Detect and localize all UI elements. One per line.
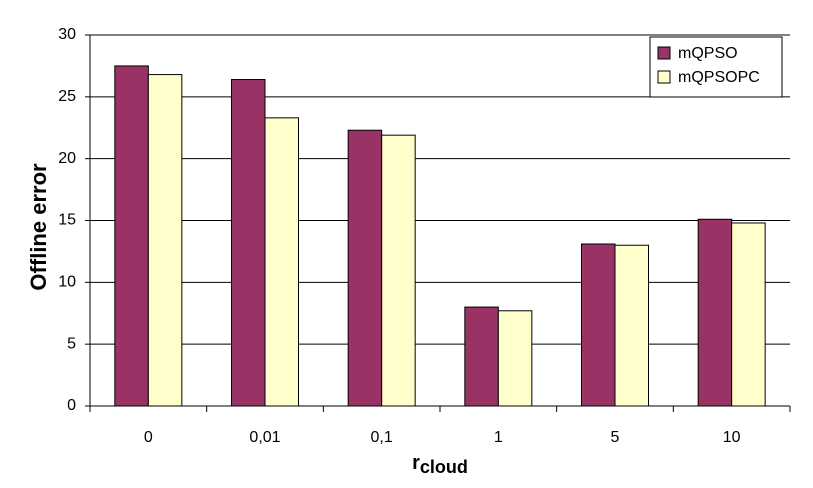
bar	[231, 79, 266, 407]
legend-box	[649, 36, 783, 98]
bar	[464, 306, 499, 407]
bar	[114, 65, 149, 407]
legend-swatch	[657, 70, 671, 84]
y-axis-label: Offline error	[26, 163, 51, 291]
x-tick-label: 5	[611, 429, 620, 446]
bar	[347, 129, 383, 407]
bar	[497, 310, 533, 407]
bar	[264, 117, 299, 407]
x-tick-label: 0,1	[371, 429, 393, 446]
x-tick-label: 1	[494, 429, 503, 446]
bar	[147, 74, 183, 407]
y-tick-label: 0	[67, 397, 76, 414]
x-tick-label: 0	[144, 429, 153, 446]
legend-label: mQPSO	[678, 45, 738, 62]
y-tick-label: 15	[58, 212, 76, 229]
x-tick-label: 0,01	[249, 429, 280, 446]
bar	[697, 218, 733, 407]
x-axis-label: rcloud	[412, 452, 468, 476]
y-tick-label: 30	[58, 26, 76, 43]
x-axis-label-sub: cloud	[420, 457, 468, 477]
x-axis-label-main: r	[412, 452, 420, 474]
bar	[731, 222, 766, 407]
legend-label: mQPSOPC	[678, 69, 760, 86]
bar	[614, 244, 649, 407]
bar	[581, 243, 616, 407]
x-tick-label: 10	[723, 429, 741, 446]
y-tick-label: 5	[67, 335, 76, 352]
legend-swatch	[657, 46, 671, 60]
y-tick-label: 20	[58, 150, 76, 167]
bar	[381, 134, 416, 407]
y-tick-label: 25	[58, 88, 76, 105]
y-tick-label: 10	[58, 274, 76, 291]
